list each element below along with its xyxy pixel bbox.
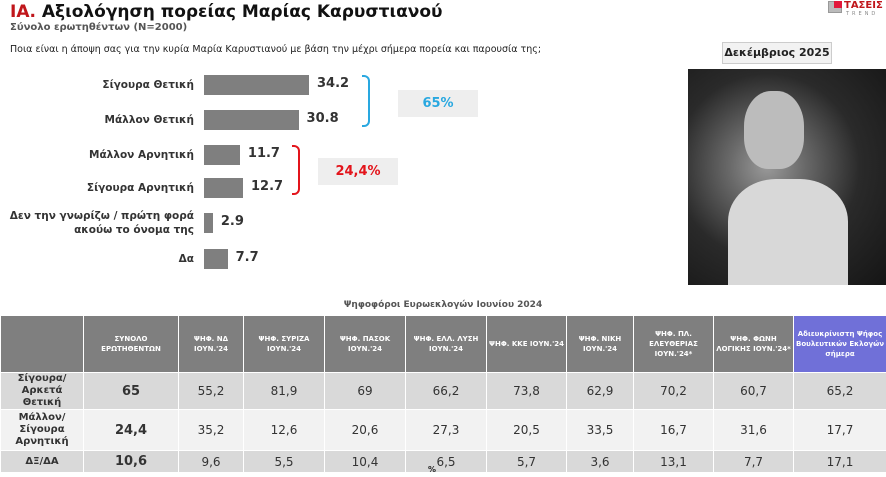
- table-cell: 55,2: [178, 372, 244, 410]
- table-cell: 24,4: [83, 409, 179, 451]
- row-label: Μάλλον/Σίγουρα Αρνητική: [0, 409, 84, 451]
- table-cell: 81,9: [243, 372, 325, 410]
- table-cell: 66,2: [405, 372, 487, 410]
- question: Ποια είναι η άποψη σας για την κυρία Μαρ…: [10, 44, 542, 55]
- table-cell: 5,7: [486, 450, 567, 473]
- table-cell: 31,6: [713, 409, 794, 451]
- category-label: Μάλλον Θετική: [104, 114, 194, 126]
- column-header: ΨΗΦ. ΝΙΚΗ ΙΟΥΝ.'24: [566, 315, 634, 373]
- bar: [204, 110, 299, 130]
- title-text: Αξιολόγηση πορείας Μαρίας Καρυστιανού: [41, 2, 443, 22]
- table-cell: 10,6: [83, 450, 179, 473]
- category-label: Σίγουρα Αρνητική: [86, 182, 194, 194]
- column-header: ΨΗΦ. ΕΛΛ. ΛΥΣΗ ΙΟΥΝ.'24: [405, 315, 487, 373]
- page-title: ΙΑ. Αξιολόγηση πορείας Μαρίας Καρυστιανο…: [10, 2, 443, 22]
- row-label: Σίγουρα/Αρκετά Θετική: [0, 372, 84, 410]
- column-header: ΨΗΦ. ΣΥΡΙΖΑ ΙΟΥΝ.'24: [243, 315, 325, 373]
- category-label: Σίγουρα Θετική: [102, 79, 194, 91]
- table-cell: 17,7: [793, 409, 886, 451]
- table-row: Σίγουρα/Αρκετά Θετική 65 55,2 81,9 69 66,2 73,…: [0, 372, 886, 410]
- category-label: Δα: [178, 253, 194, 265]
- subtitle: Σύνολο ερωτηθέντων (N=2000): [10, 22, 188, 33]
- table-row: Μάλλον/Σίγουρα Αρνητική 24,4 35,2 12,6 20,6 2…: [0, 409, 886, 451]
- table-cell: 65: [83, 372, 179, 410]
- table-row: ΔΞ/ΔΑ 10,6 9,6 5,5 10,4 6,5 5,7 3,6 13,1 7,7 17,1: [0, 450, 886, 473]
- trend-logo: ΤΑΣΕΙΣ TREND: [828, 0, 886, 20]
- value-label: 7.7: [235, 250, 259, 265]
- unit-label: %: [428, 465, 437, 474]
- column-header: ΣΥΝΟΛΟ ΕΡΩΤΗΘΕΝΤΩΝ: [83, 315, 179, 373]
- table-cell: 65,2: [793, 372, 886, 410]
- table-cell: 13,1: [633, 450, 714, 473]
- portrait-photo: [688, 69, 886, 285]
- column-header: ΨΗΦ. ΠΛ. ΕΛΕΥΘΕΡΙΑΣ ΙΟΥΝ.'24*: [633, 315, 714, 373]
- bar: [204, 213, 213, 233]
- crosstab-table: ΣΥΝΟΛΟ ΕΡΩΤΗΘΕΝΤΩΝ ΨΗΦ. ΝΔ ΙΟΥΝ.'24 ΨΗΦ. Σ…: [0, 315, 886, 473]
- table-cell: 20,6: [324, 409, 406, 451]
- table-cell: 7,7: [713, 450, 794, 473]
- table-cell: 35,2: [178, 409, 244, 451]
- bar: [204, 75, 309, 95]
- table-cell: 73,8: [486, 372, 567, 410]
- table-cell: 20,5: [486, 409, 567, 451]
- column-header: ΨΗΦ. ΝΔ ΙΟΥΝ.'24: [178, 315, 244, 373]
- table-cell: 17,1: [793, 450, 886, 473]
- table-cell: 12,6: [243, 409, 325, 451]
- category-label: Μάλλον Αρνητική: [89, 149, 194, 161]
- table-cell: 6,5: [405, 450, 487, 473]
- title-prefix: ΙΑ.: [10, 2, 36, 22]
- category-label: Δεν την γνωρίζω / πρώτη φορά ακούω το όν…: [9, 210, 194, 236]
- value-label: 30.8: [306, 111, 339, 126]
- table-cell: 9,6: [178, 450, 244, 473]
- bar: [204, 145, 240, 165]
- table-cell: 16,7: [633, 409, 714, 451]
- value-label: 34.2: [316, 76, 350, 91]
- table-title: Ψηφοφόροι Ευρωεκλογών Ιουνίου 2024: [343, 300, 543, 310]
- table-cell: 62,9: [566, 372, 634, 410]
- table-cell: 33,5: [566, 409, 634, 451]
- column-header: ΨΗΦ. ΚΚΕ ΙΟΥΝ.'24: [486, 315, 567, 373]
- column-header: Αδιευκρίνιστη Ψήφος Βουλευτικών Εκλογών …: [793, 315, 886, 373]
- row-label: ΔΞ/ΔΑ: [0, 450, 84, 473]
- table-cell: 27,3: [405, 409, 487, 451]
- table-cell: 10,4: [324, 450, 406, 473]
- column-header: [0, 315, 84, 373]
- table-cell: 70,2: [633, 372, 714, 410]
- date-label: Δεκέμβριος 2025: [722, 42, 832, 64]
- negative-bracket: [292, 145, 300, 195]
- positive-bracket: [362, 75, 370, 127]
- table-cell: 60,7: [713, 372, 794, 410]
- bar: [204, 178, 243, 198]
- negative-total: 24,4%: [318, 158, 398, 185]
- value-label: 2.9: [220, 214, 244, 229]
- value-label: 11.7: [247, 146, 280, 161]
- value-label: 12.7: [250, 179, 284, 194]
- column-header: ΨΗΦ. ΠΑΣΟΚ ΙΟΥΝ.'24: [324, 315, 406, 373]
- bar: [204, 249, 228, 269]
- table-cell: 69: [324, 372, 406, 410]
- positive-total: 65%: [398, 90, 478, 117]
- column-header: ΨΗΦ. ΦΩΝΗ ΛΟΓΙΚΗΣ ΙΟΥΝ.'24*: [713, 315, 794, 373]
- table-cell: 3,6: [566, 450, 634, 473]
- table-cell: 5,5: [243, 450, 325, 473]
